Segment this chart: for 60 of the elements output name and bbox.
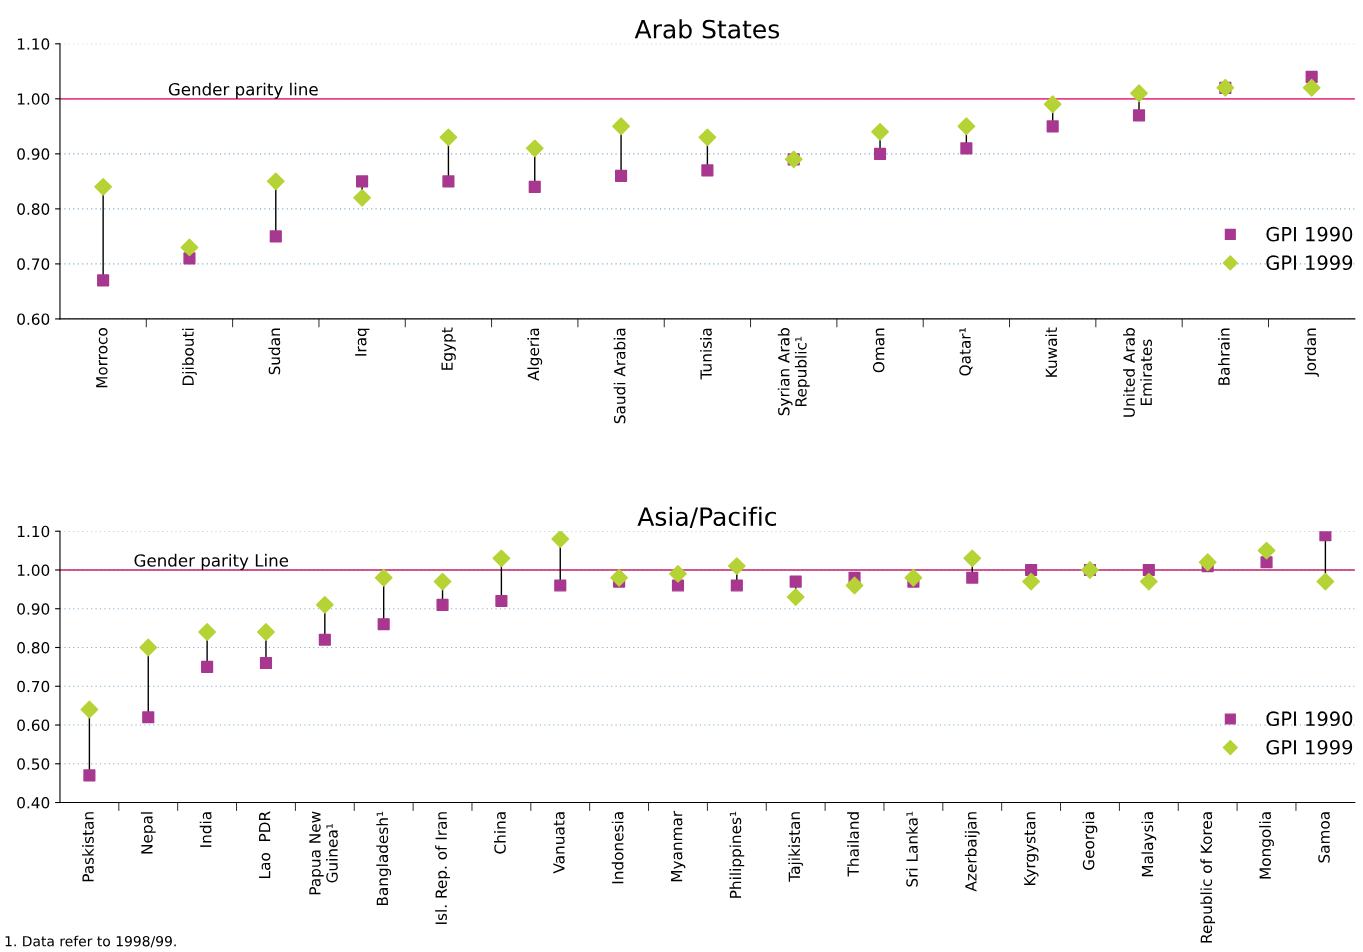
ref-line-label: Gender parity Line (134, 553, 289, 570)
y-tick-label: 1.00 (17, 93, 50, 105)
x-tick-label: Jordan (1304, 328, 1319, 377)
x-tick-label: India (199, 812, 212, 847)
x-tick-label: Bangladesh¹ (376, 811, 392, 906)
x-tick-label: Paskistan (82, 812, 94, 882)
y-tick-label: 0.40 (17, 797, 50, 809)
y-tick-label: 0.80 (17, 641, 50, 654)
x-tick-label: Saudi Arabia (613, 328, 626, 424)
x-tick-label: Isl. Rep. of Iran (435, 812, 450, 924)
y-tick-label: 0.90 (17, 148, 50, 160)
x-tick-label: China (494, 812, 506, 854)
x-tick-label: Sudan (268, 328, 281, 375)
legend-label: GPI 1999 (1266, 255, 1353, 271)
x-tick-label: Myanmar (671, 810, 686, 882)
x-tick-label: Azerbaijan (964, 812, 980, 892)
x-tick-label: Egypt (441, 327, 456, 370)
y-tick-label: 0.60 (17, 719, 50, 732)
y-tick-label: 0.80 (17, 203, 50, 215)
legend-label: GPI 1990 (1266, 226, 1353, 242)
x-tick-label: Papua New Guinea¹ (309, 811, 338, 895)
ref-line-label: Gender parity line (168, 82, 318, 99)
chart-title: Arab States (634, 19, 780, 39)
y-tick-label: 1.00 (17, 564, 50, 576)
x-tick-label: Syrian Arab Republic¹ (777, 328, 810, 416)
y-tick-label: 1.10 (17, 525, 50, 538)
x-tick-label: Malaysia (1141, 812, 1157, 877)
y-tick-label: 1.10 (17, 38, 50, 50)
x-tick-label: Nepal (140, 812, 156, 854)
x-tick-label: Iraq (355, 328, 370, 356)
x-tick-label: Qatar¹ (959, 328, 973, 376)
x-tick-label: Kuwait (1045, 327, 1058, 377)
x-tick-label: Philippines¹ (729, 811, 745, 898)
x-tick-label: Indonesia (611, 812, 624, 884)
legend-label: GPI 1990 (1266, 711, 1353, 727)
x-tick-label: United Arab Emirates (1123, 328, 1152, 417)
x-tick-label: Sri Lanka¹ (906, 811, 918, 887)
x-tick-label: Tajikistan (788, 812, 804, 882)
chart-title: Asia/Pacific (637, 506, 776, 528)
x-tick-label: Tunisia (700, 328, 712, 380)
y-tick-label: 0.90 (17, 603, 50, 615)
x-tick-label: Mongolia (1259, 812, 1274, 879)
x-tick-label: Bahrain (1217, 328, 1230, 385)
x-tick-label: Djibouti (182, 328, 197, 385)
y-tick-label: 0.70 (17, 680, 50, 693)
x-tick-label: Georgia (1082, 812, 1098, 870)
x-tick-label: Kyrgystan (1024, 812, 1039, 886)
x-tick-label: Samoa (1318, 812, 1330, 863)
y-tick-label: 0.50 (17, 758, 50, 770)
x-tick-label: Thailand (847, 812, 859, 877)
y-tick-label: 0.60 (17, 313, 50, 325)
legend-label: GPI 1999 (1266, 739, 1353, 755)
y-tick-label: 0.70 (17, 258, 50, 270)
x-tick-label: Vanuata (553, 812, 565, 874)
x-tick-label: Lao PDR (259, 811, 271, 878)
text: 1. Data refer to 1998/99. (5, 935, 176, 948)
x-tick-label: Morroco (96, 328, 108, 388)
x-tick-label: Algeria (527, 328, 543, 381)
x-tick-label: Republic of Korea (1200, 812, 1216, 943)
x-tick-label: Oman (872, 328, 885, 373)
